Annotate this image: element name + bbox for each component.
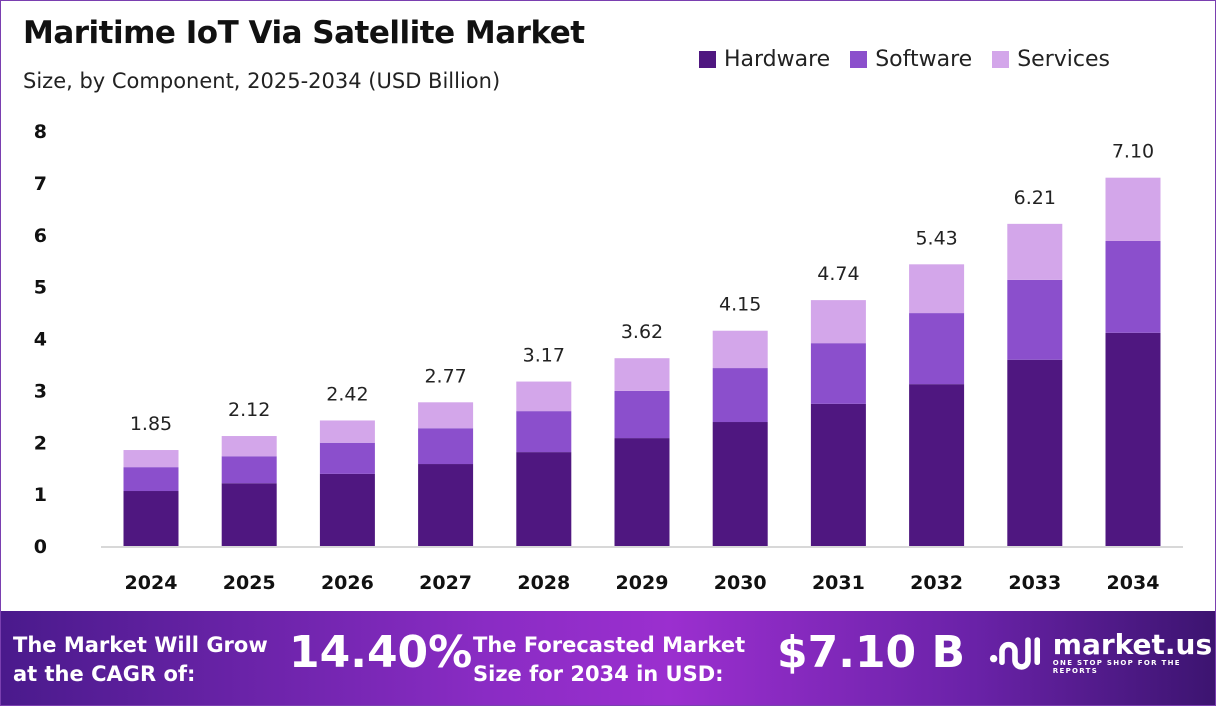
legend-label: Hardware xyxy=(724,47,831,72)
chart-title: Maritime IoT Via Satellite Market xyxy=(23,15,585,51)
y-tick-label: 6 xyxy=(34,225,47,247)
y-tick-label: 1 xyxy=(34,484,47,506)
data-label-total: 3.62 xyxy=(621,321,663,343)
bar-services-2025 xyxy=(221,436,277,457)
data-label-total: 4.74 xyxy=(817,263,859,285)
chart-subtitle: Size, by Component, 2025-2034 (USD Billi… xyxy=(23,69,501,93)
x-tick-label: 2027 xyxy=(419,572,472,594)
data-label-total: 2.42 xyxy=(326,383,368,405)
logo-icon xyxy=(989,637,1041,670)
bar-software-2028 xyxy=(516,411,572,453)
bar-hardware-2032 xyxy=(909,384,965,546)
bar-hardware-2025 xyxy=(221,483,277,546)
legend-item-hardware: Hardware xyxy=(699,47,830,72)
legend-swatch xyxy=(850,51,868,68)
bar-services-2028 xyxy=(516,381,572,412)
bar-software-2024 xyxy=(123,467,179,492)
bar-hardware-2031 xyxy=(810,403,866,546)
x-tick-label: 2028 xyxy=(517,572,570,594)
data-label-total: 7.10 xyxy=(1112,141,1154,163)
logo-tagline: ONE STOP SHOP FOR THE REPORTS xyxy=(1052,659,1181,675)
data-label-total: 4.15 xyxy=(719,294,761,316)
y-tick-label: 3 xyxy=(34,380,47,402)
legend-item-software: Software xyxy=(850,47,972,72)
bar-hardware-2026 xyxy=(319,473,375,546)
bar-software-2026 xyxy=(319,442,375,474)
forecast-value: $7.10 B xyxy=(777,627,966,678)
y-tick-label: 8 xyxy=(34,121,47,143)
y-tick-label: 4 xyxy=(34,329,47,351)
bar-hardware-2029 xyxy=(614,438,670,546)
bar-services-2032 xyxy=(909,264,965,314)
y-tick-label: 5 xyxy=(34,277,47,299)
logo: market.us ONE STOP SHOP FOR THE REPORTS xyxy=(989,628,1215,675)
bar-hardware-2030 xyxy=(712,422,768,546)
bar-software-2025 xyxy=(221,456,277,484)
data-label-total: 6.21 xyxy=(1014,187,1056,209)
x-tick-label: 2030 xyxy=(714,572,767,594)
y-tick-label: 0 xyxy=(34,536,47,558)
legend: Hardware Software Services xyxy=(699,47,1110,72)
bar-hardware-2024 xyxy=(123,491,179,546)
bar-hardware-2027 xyxy=(418,464,474,546)
forecast-label: The Forecasted Market Size for 2034 in U… xyxy=(473,633,746,686)
y-tick-label: 2 xyxy=(34,432,47,454)
bar-services-2034 xyxy=(1105,177,1161,241)
data-label-total: 2.77 xyxy=(424,365,466,387)
legend-swatch xyxy=(992,51,1010,68)
x-tick-label: 2034 xyxy=(1107,572,1160,594)
bar-software-2032 xyxy=(909,313,965,385)
legend-label: Software xyxy=(875,47,973,72)
bar-services-2024 xyxy=(123,450,179,468)
bar-software-2030 xyxy=(712,368,768,423)
bar-software-2029 xyxy=(614,390,670,439)
bar-software-2033 xyxy=(1007,279,1063,360)
bar-services-2027 xyxy=(418,402,474,429)
bar-services-2033 xyxy=(1007,223,1063,280)
x-tick-label: 2026 xyxy=(321,572,374,594)
legend-label: Services xyxy=(1017,47,1110,72)
x-tick-label: 2031 xyxy=(812,572,865,594)
footer-banner: The Market Will Grow at the CAGR of: 14.… xyxy=(1,611,1215,705)
x-tick-label: 2033 xyxy=(1008,572,1061,594)
bar-software-2031 xyxy=(810,343,866,404)
bar-services-2030 xyxy=(712,330,768,369)
x-tick-label: 2024 xyxy=(125,572,178,594)
bar-services-2026 xyxy=(319,420,375,443)
data-label-total: 3.17 xyxy=(523,345,565,367)
bar-hardware-2034 xyxy=(1105,332,1161,546)
y-tick-label: 7 xyxy=(34,173,47,195)
logo-name: market.us xyxy=(1052,628,1213,661)
legend-item-services: Services xyxy=(992,47,1110,72)
bar-software-2034 xyxy=(1105,240,1161,333)
x-tick-label: 2029 xyxy=(616,572,669,594)
cagr-value: 14.40% xyxy=(289,627,473,678)
bar-hardware-2028 xyxy=(516,452,572,546)
stacked-bar-chart: 0 1 2 3 4 5 6 7 8 1.85 2024 2.12 2025 2.42 2026 2.77 202… xyxy=(34,121,1183,594)
bar-services-2029 xyxy=(614,358,670,391)
data-label-total: 2.12 xyxy=(228,399,270,421)
bar-services-2031 xyxy=(810,300,866,344)
cagr-label: The Market Will Grow at the CAGR of: xyxy=(13,633,268,686)
bar-software-2027 xyxy=(418,428,474,465)
legend-swatch xyxy=(699,51,716,68)
bar-hardware-2033 xyxy=(1007,359,1063,546)
x-tick-label: 2032 xyxy=(910,572,963,594)
data-label-total: 1.85 xyxy=(130,413,172,435)
x-tick-label: 2025 xyxy=(223,572,276,594)
data-label-total: 5.43 xyxy=(915,227,957,249)
